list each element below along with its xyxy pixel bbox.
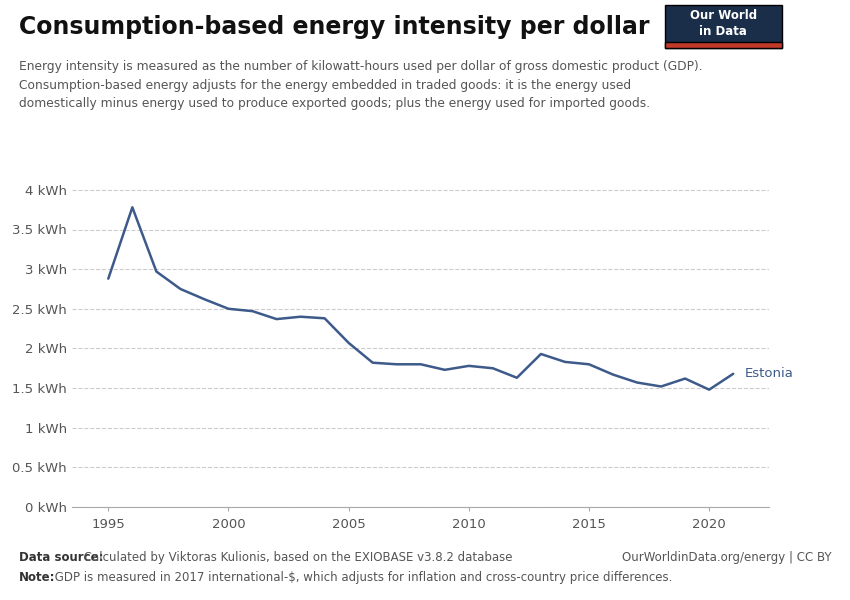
Text: Calculated by Viktoras Kulionis, based on the EXIOBASE v3.8.2 database: Calculated by Viktoras Kulionis, based o… [80,551,513,564]
Text: Consumption-based energy intensity per dollar: Consumption-based energy intensity per d… [19,15,649,39]
Text: OurWorldinData.org/energy | CC BY: OurWorldinData.org/energy | CC BY [621,551,831,564]
Text: Energy intensity is measured as the number of kilowatt-hours used per dollar of : Energy intensity is measured as the numb… [19,60,702,110]
Text: Data source:: Data source: [19,551,103,564]
Text: Estonia: Estonia [745,367,794,380]
Text: GDP is measured in 2017 international-$, which adjusts for inflation and cross-c: GDP is measured in 2017 international-$,… [51,571,672,584]
Text: Note:: Note: [19,571,55,584]
Text: Our World
in Data: Our World in Data [690,9,756,38]
